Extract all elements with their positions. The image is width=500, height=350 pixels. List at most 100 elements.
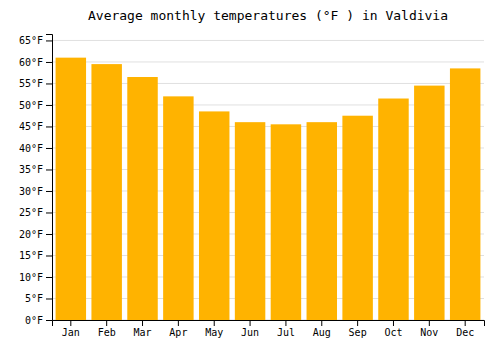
x-tick-mark xyxy=(214,320,215,326)
y-tick-label: 10°F xyxy=(19,272,43,283)
y-tick-label: 0°F xyxy=(25,315,43,326)
bar xyxy=(91,64,121,320)
y-tick-label: 50°F xyxy=(19,100,43,111)
y-tick: 35°F xyxy=(19,164,52,175)
y-axis: 0°F 5°F 10°F 15°F 20°F 25°F 30°F 35°F 40°F 45°F 50… xyxy=(19,35,53,326)
bar xyxy=(56,58,86,320)
bar xyxy=(235,122,265,320)
y-tick: 40°F xyxy=(19,143,52,154)
x-tick-mark xyxy=(70,320,71,326)
x-tick: Sep xyxy=(349,320,367,338)
x-axis: Jan Feb Mar Apr May Jun Jul Aug Sep Oct Nov Dec xyxy=(53,320,485,338)
y-tick-mark xyxy=(46,126,52,127)
grid xyxy=(52,40,484,320)
x-tick: Jan xyxy=(62,320,80,338)
y-tick-label: 45°F xyxy=(19,121,43,132)
bar xyxy=(163,96,193,320)
y-tick-label: 15°F xyxy=(19,250,43,261)
x-tick-label: Aug xyxy=(313,327,331,338)
x-tick: Jul xyxy=(277,320,295,338)
x-tick-mark xyxy=(106,320,107,326)
x-tick-label: Jan xyxy=(62,327,80,338)
x-tick-label: Oct xyxy=(384,327,402,338)
y-tick: 0°F xyxy=(25,315,52,326)
y-tick-mark xyxy=(46,40,52,41)
x-tick-mark xyxy=(178,320,179,326)
y-tick-mark xyxy=(46,212,52,213)
x-tick: Feb xyxy=(98,320,116,338)
bar xyxy=(450,68,480,320)
x-tick-label: Dec xyxy=(456,327,474,338)
y-tick-mark xyxy=(46,298,52,299)
y-tick-mark xyxy=(46,277,52,278)
y-tick: 15°F xyxy=(19,250,52,261)
y-tick-label: 55°F xyxy=(19,78,43,89)
x-tick: May xyxy=(205,320,223,338)
x-tick-label: Sep xyxy=(349,327,367,338)
x-tick-label: Jun xyxy=(241,327,259,338)
x-tick-label: Mar xyxy=(133,327,151,338)
x-tick-mark xyxy=(393,320,394,326)
bar xyxy=(199,111,229,320)
y-tick-label: 25°F xyxy=(19,207,43,218)
x-tick-mark xyxy=(465,320,466,326)
x-tick: Jun xyxy=(241,320,259,338)
y-axis-line xyxy=(46,35,53,321)
y-tick-mark xyxy=(46,320,52,321)
grid-line xyxy=(52,40,484,41)
y-tick-label: 20°F xyxy=(19,229,43,240)
y-tick: 10°F xyxy=(19,272,52,283)
x-tick-label: Nov xyxy=(420,327,438,338)
bar xyxy=(307,122,337,320)
x-tick-mark xyxy=(250,320,251,326)
y-tick: 30°F xyxy=(19,186,52,197)
x-tick-label: Apr xyxy=(169,327,187,338)
x-axis-line xyxy=(53,321,485,327)
x-tick: Oct xyxy=(384,320,402,338)
y-tick-label: 35°F xyxy=(19,164,43,175)
x-tick-mark xyxy=(429,320,430,326)
x-tick-mark xyxy=(321,320,322,326)
y-tick-mark xyxy=(46,234,52,235)
y-tick-mark xyxy=(46,83,52,84)
y-tick: 55°F xyxy=(19,78,52,89)
bar xyxy=(378,99,408,320)
y-tick-mark xyxy=(46,169,52,170)
chart: Jan Feb Mar Apr May Jun Jul Aug Sep Oct Nov Dec 0°F 5… xyxy=(0,0,500,350)
y-tick: 50°F xyxy=(19,100,52,111)
bar xyxy=(271,124,301,320)
y-tick-mark xyxy=(46,105,52,106)
y-tick-label: 30°F xyxy=(19,186,43,197)
y-tick-label: 5°F xyxy=(25,293,43,304)
x-tick-label: Jul xyxy=(277,327,295,338)
marks xyxy=(56,58,481,320)
y-tick-mark xyxy=(46,191,52,192)
y-tick: 65°F xyxy=(19,35,52,46)
x-tick: Dec xyxy=(456,320,474,338)
x-tick-label: Feb xyxy=(98,327,116,338)
y-tick-mark xyxy=(46,62,52,63)
y-tick-label: 60°F xyxy=(19,57,43,68)
x-tick: Aug xyxy=(313,320,331,338)
x-tick-mark xyxy=(357,320,358,326)
bar xyxy=(342,116,372,320)
x-tick-label: May xyxy=(205,327,223,338)
y-tick: 45°F xyxy=(19,121,52,132)
grid-line xyxy=(52,61,484,62)
y-tick-label: 65°F xyxy=(19,35,43,46)
y-tick: 25°F xyxy=(19,207,52,218)
x-tick-mark xyxy=(285,320,286,326)
y-tick: 60°F xyxy=(19,57,52,68)
x-tick: Apr xyxy=(169,320,187,338)
bar xyxy=(127,77,157,320)
bar xyxy=(414,86,444,320)
plot: Jan Feb Mar Apr May Jun Jul Aug Sep Oct Nov Dec 0°F 5… xyxy=(19,35,485,339)
y-tick: 20°F xyxy=(19,229,52,240)
y-tick: 5°F xyxy=(25,293,52,304)
y-tick-mark xyxy=(46,255,52,256)
x-tick: Mar xyxy=(133,320,151,338)
y-tick-label: 40°F xyxy=(19,143,43,154)
x-tick: Nov xyxy=(420,320,438,338)
y-tick-mark xyxy=(46,148,52,149)
title: Average monthly temperatures (°F ) in Va… xyxy=(88,8,448,23)
